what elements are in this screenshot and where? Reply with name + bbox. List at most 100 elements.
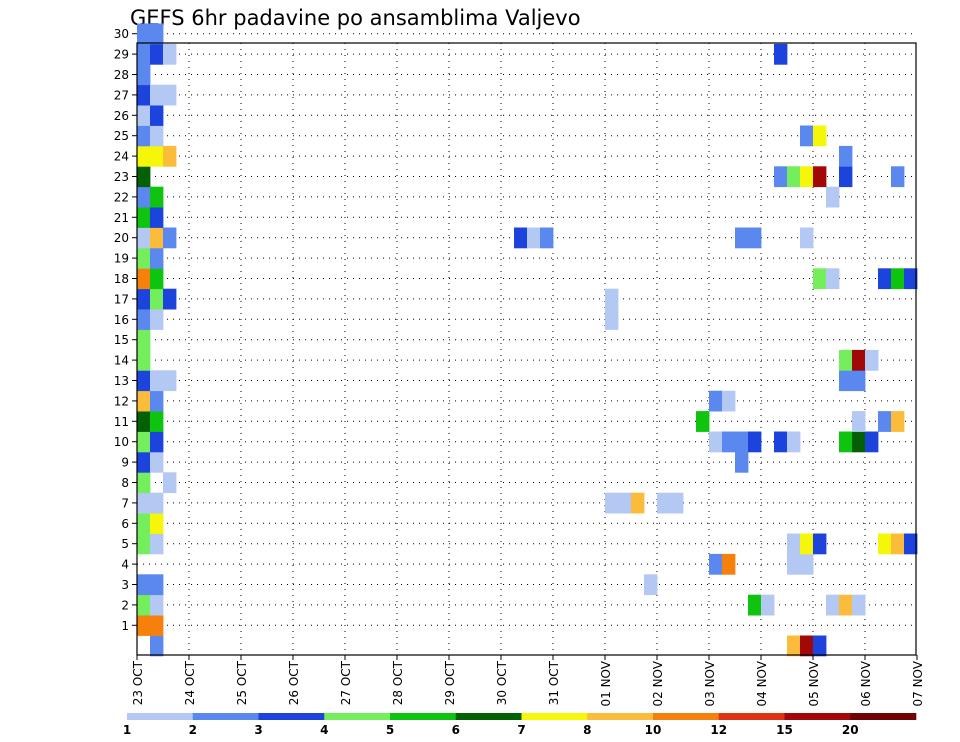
heatmap-cell (852, 370, 866, 392)
heatmap-cell (735, 451, 749, 473)
heatmap-cell (670, 492, 684, 514)
y-tick-label: 24 (114, 150, 129, 164)
heatmap-cell (813, 125, 827, 147)
y-axis: 1234567891011121314151617181920212223242… (114, 27, 137, 633)
heatmap-cell (826, 268, 840, 290)
heatmap-cell (605, 492, 619, 514)
y-tick-label: 3 (121, 578, 129, 592)
heatmap-cell (150, 23, 164, 45)
heatmap-cell (800, 125, 814, 147)
heatmap-cell (605, 309, 619, 330)
colorbar-swatch (258, 713, 325, 720)
y-tick-label: 29 (114, 48, 129, 62)
y-tick-label: 16 (114, 313, 129, 327)
heatmap-cell (774, 166, 788, 188)
heatmap-cell (709, 390, 723, 412)
heatmap-cell (150, 594, 164, 616)
colorbar-label: 7 (517, 723, 525, 737)
heatmap-cell (787, 166, 801, 188)
colorbar-label: 12 (710, 723, 727, 737)
x-tick-label: 03 NOV (703, 660, 717, 706)
heatmap-cell (774, 431, 788, 453)
heatmap-cell (839, 145, 853, 167)
colorbar-label: 5 (386, 723, 394, 737)
heatmap-cell (150, 186, 164, 208)
heatmap-cell (722, 431, 736, 453)
heatmap-cell (852, 431, 866, 453)
heatmap-cell (735, 431, 749, 453)
heatmap-cell (137, 23, 151, 45)
heatmap-cell (137, 186, 151, 208)
heatmap-cell (709, 553, 723, 575)
y-tick-label: 17 (114, 292, 129, 306)
heatmap-cell (150, 492, 164, 514)
x-tick-label: 24 OCT (183, 660, 197, 705)
y-tick-label: 4 (121, 558, 129, 572)
heatmap-cell (137, 390, 151, 412)
heatmap-cell (150, 247, 164, 269)
heatmap-cell (813, 635, 827, 657)
heatmap-cell (150, 207, 164, 228)
heatmap-cell (137, 166, 151, 188)
heatmap-cell (787, 533, 801, 555)
heatmap-cell (787, 553, 801, 575)
y-tick-label: 26 (114, 109, 129, 123)
colorbar-swatch (587, 713, 654, 720)
heatmap-cell (137, 288, 151, 310)
heatmap-cell (813, 533, 827, 555)
heatmap-cell (163, 472, 177, 494)
heatmap-cell (904, 268, 918, 290)
heatmap-cell (137, 513, 151, 534)
heatmap-cell (137, 370, 151, 392)
heatmap-cell (137, 268, 151, 290)
heatmap-cell (163, 43, 177, 65)
y-tick-label: 18 (114, 272, 129, 286)
heatmap-cell (150, 309, 164, 330)
x-tick-label: 29 OCT (443, 660, 457, 705)
heatmap-cell (514, 227, 528, 249)
heatmap-cell (800, 227, 814, 249)
y-tick-label: 13 (114, 374, 129, 388)
heatmap-cell (150, 145, 164, 167)
y-tick-label: 15 (114, 333, 129, 347)
heatmap-cell (748, 594, 762, 616)
y-tick-label: 1 (121, 619, 129, 633)
x-tick-label: 06 NOV (859, 660, 873, 706)
heatmap-cell (150, 533, 164, 555)
heatmap-cell (696, 411, 710, 432)
heatmap-cell (137, 309, 151, 330)
heatmap-cell (137, 349, 151, 371)
heatmap-cell (150, 513, 164, 534)
heatmap-cell (826, 594, 840, 616)
heatmap-cell (150, 615, 164, 636)
x-tick-label: 31 OCT (547, 660, 561, 705)
heatmap-cell (813, 268, 827, 290)
y-tick-label: 28 (114, 68, 129, 82)
heatmap-cell (774, 43, 788, 65)
heatmap-cell (787, 635, 801, 657)
x-tick-label: 05 NOV (807, 660, 821, 706)
y-tick-label: 8 (121, 476, 129, 490)
y-tick-label: 5 (121, 537, 129, 551)
y-tick-label: 20 (114, 231, 129, 245)
heatmap-cell (150, 84, 164, 106)
heatmap-cell (137, 431, 151, 453)
heatmap-cell (865, 349, 879, 371)
grid-lines (137, 33, 916, 655)
y-tick-label: 7 (121, 496, 129, 510)
heatmap-cell (137, 411, 151, 432)
heatmap-cell (631, 492, 645, 514)
heatmap-cell (150, 43, 164, 65)
heatmap-cell (137, 615, 151, 636)
heatmap-cell (150, 125, 164, 147)
heatmap-cell (137, 105, 151, 126)
heatmap-cell (150, 574, 164, 596)
heatmap-cell (644, 574, 658, 596)
heatmap-cell (839, 431, 853, 453)
y-tick-label: 11 (114, 415, 129, 429)
y-tick-label: 9 (121, 456, 129, 470)
heatmap-cell (137, 64, 151, 86)
heatmap-cell (137, 533, 151, 555)
y-tick-label: 22 (114, 190, 129, 204)
